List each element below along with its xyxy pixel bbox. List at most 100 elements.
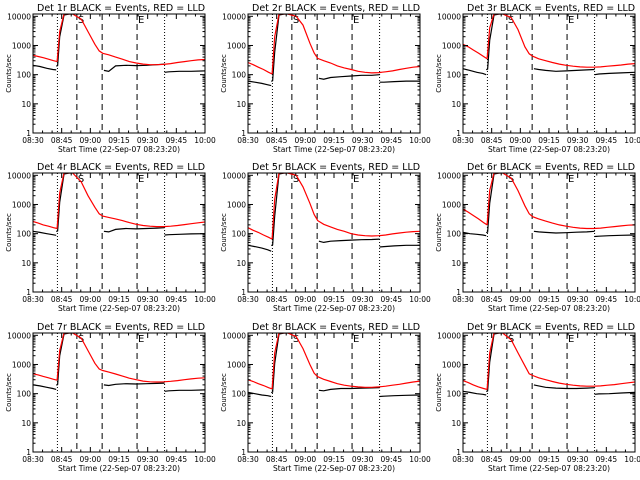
x-tick-label: 09:15 bbox=[323, 295, 345, 304]
x-tick-label: 09:15 bbox=[538, 455, 560, 464]
x-tick-label: 09:15 bbox=[108, 295, 130, 304]
interval-marker-s: S bbox=[78, 15, 84, 26]
lld-series-line bbox=[56, 173, 71, 229]
chart-title: Det 6r BLACK = Events, RED = LLD bbox=[467, 162, 635, 173]
x-tick-label: 08:30 bbox=[452, 455, 474, 464]
y-tick-label: 10 bbox=[236, 419, 246, 428]
x-tick-label: 10:00 bbox=[624, 455, 640, 464]
y-axis-label: Counts/sec bbox=[5, 373, 13, 412]
y-tick-label: 1000 bbox=[12, 360, 31, 369]
lld-series-line bbox=[502, 173, 635, 230]
x-tick-label: 09:00 bbox=[295, 136, 317, 145]
x-tick-label: 09:30 bbox=[137, 136, 159, 145]
lld-series-line bbox=[463, 43, 488, 60]
x-axis-label: Start Time (22-Sep-07 08:23:20) bbox=[273, 464, 395, 473]
x-tick-label: 10:00 bbox=[194, 455, 216, 464]
x-tick-label: 08:45 bbox=[51, 136, 73, 145]
lld-series-line bbox=[248, 61, 273, 75]
interval-marker-e: E bbox=[568, 174, 574, 185]
x-tick-label: 09:15 bbox=[108, 136, 130, 145]
y-tick-label: 1 bbox=[456, 129, 461, 138]
y-tick-label: 10 bbox=[21, 100, 31, 109]
x-tick-label: 08:30 bbox=[22, 136, 44, 145]
events-series-line bbox=[164, 70, 205, 73]
lld-series-line bbox=[287, 14, 420, 74]
chart-panel-det-9r: Det 9r BLACK = Events, RED = LLD Counts/s… bbox=[435, 322, 640, 473]
y-tick-label: 1 bbox=[26, 288, 31, 297]
events-series-line bbox=[164, 233, 205, 236]
interval-marker-e: E bbox=[138, 334, 144, 345]
x-tick-label: 08:45 bbox=[266, 295, 288, 304]
events-series-line bbox=[318, 238, 380, 244]
x-tick-label: 09:30 bbox=[567, 455, 589, 464]
events-series-line bbox=[533, 230, 595, 234]
interval-marker-e: E bbox=[568, 15, 574, 26]
chart-panel-det-6r: Det 6r BLACK = Events, RED = LLD Counts/s… bbox=[435, 162, 640, 313]
x-axis-label: Start Time (22-Sep-07 08:23:20) bbox=[488, 464, 610, 473]
y-tick-label: 100 bbox=[17, 71, 32, 80]
lld-series-line bbox=[271, 14, 286, 75]
y-tick-label: 1 bbox=[241, 288, 246, 297]
interval-marker-s: S bbox=[508, 15, 514, 26]
y-tick-label: 100 bbox=[232, 390, 247, 399]
lld-series-line bbox=[287, 333, 420, 388]
events-series-line bbox=[103, 227, 165, 233]
x-tick-label: 09:00 bbox=[510, 295, 532, 304]
chart-panel-det-3r: Det 3r BLACK = Events, RED = LLD Counts/s… bbox=[435, 3, 640, 154]
lld-series-line bbox=[56, 14, 71, 62]
y-axis-label: Counts/sec bbox=[220, 373, 228, 412]
events-series-line bbox=[594, 71, 635, 76]
x-tick-label: 10:00 bbox=[624, 295, 640, 304]
x-axis-label: Start Time (22-Sep-07 08:23:20) bbox=[58, 304, 180, 313]
y-tick-label: 1 bbox=[241, 129, 246, 138]
chart-title: Det 4r BLACK = Events, RED = LLD bbox=[37, 162, 205, 173]
y-tick-label: 1 bbox=[456, 448, 461, 457]
y-tick-label: 10000 bbox=[222, 331, 246, 340]
lld-series-line bbox=[463, 208, 488, 226]
y-axis-label: Counts/sec bbox=[5, 213, 13, 252]
interval-marker-s: S bbox=[293, 334, 299, 345]
y-tick-label: 1000 bbox=[227, 200, 246, 209]
x-tick-label: 08:45 bbox=[266, 136, 288, 145]
x-tick-label: 09:45 bbox=[166, 455, 188, 464]
x-tick-label: 09:00 bbox=[80, 295, 102, 304]
y-tick-label: 100 bbox=[447, 71, 462, 80]
y-tick-label: 10 bbox=[21, 419, 31, 428]
y-tick-label: 100 bbox=[17, 230, 32, 239]
x-tick-label: 10:00 bbox=[194, 295, 216, 304]
events-series-line bbox=[594, 391, 635, 395]
events-series-line bbox=[164, 389, 205, 392]
y-tick-label: 100 bbox=[17, 390, 32, 399]
x-tick-label: 10:00 bbox=[409, 455, 431, 464]
y-tick-label: 1 bbox=[241, 448, 246, 457]
y-axis-label: Counts/sec bbox=[435, 213, 443, 252]
x-tick-label: 09:15 bbox=[323, 136, 345, 145]
lld-series-line bbox=[486, 333, 501, 390]
interval-marker-s: S bbox=[508, 174, 514, 185]
events-series-line bbox=[248, 244, 272, 252]
y-axis-label: Counts/sec bbox=[435, 373, 443, 412]
chart-panel-det-7r: Det 7r BLACK = Events, RED = LLD Counts/s… bbox=[5, 322, 216, 473]
y-tick-label: 1 bbox=[26, 448, 31, 457]
lld-series-line bbox=[248, 227, 273, 240]
lld-series-line bbox=[463, 380, 488, 390]
lld-series-line bbox=[287, 173, 420, 237]
y-tick-label: 10 bbox=[236, 100, 246, 109]
x-axis-label: Start Time (22-Sep-07 08:23:20) bbox=[58, 464, 180, 473]
x-tick-label: 08:30 bbox=[22, 455, 44, 464]
lld-series-line bbox=[502, 333, 635, 387]
y-axis-label: Counts/sec bbox=[435, 54, 443, 93]
x-tick-label: 09:00 bbox=[510, 455, 532, 464]
chart-title: Det 8r BLACK = Events, RED = LLD bbox=[252, 322, 420, 333]
y-tick-label: 1000 bbox=[442, 200, 461, 209]
lld-series-line bbox=[56, 333, 71, 381]
x-tick-label: 10:00 bbox=[409, 295, 431, 304]
events-series-line bbox=[533, 68, 595, 72]
x-axis-label: Start Time (22-Sep-07 08:23:20) bbox=[488, 304, 610, 313]
events-series-line bbox=[103, 382, 165, 387]
lld-series-line bbox=[72, 173, 205, 228]
y-tick-label: 100 bbox=[447, 230, 462, 239]
interval-marker-s: S bbox=[78, 334, 84, 345]
chart-panel-det-2r: Det 2r BLACK = Events, RED = LLD Counts/s… bbox=[220, 3, 431, 154]
y-tick-label: 1 bbox=[26, 129, 31, 138]
